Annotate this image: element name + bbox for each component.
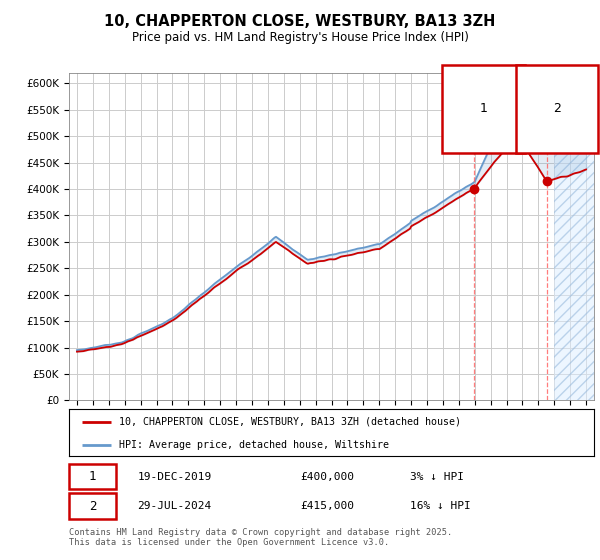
Bar bbox=[554, 73, 600, 400]
Text: 3% ↓ HPI: 3% ↓ HPI bbox=[410, 472, 464, 482]
Text: 10, CHAPPERTON CLOSE, WESTBURY, BA13 3ZH: 10, CHAPPERTON CLOSE, WESTBURY, BA13 3ZH bbox=[104, 14, 496, 29]
Text: 2: 2 bbox=[553, 102, 561, 115]
Text: 10, CHAPPERTON CLOSE, WESTBURY, BA13 3ZH (detached house): 10, CHAPPERTON CLOSE, WESTBURY, BA13 3ZH… bbox=[119, 417, 461, 427]
Text: 2: 2 bbox=[89, 500, 97, 513]
FancyBboxPatch shape bbox=[69, 464, 116, 489]
Text: 19-DEC-2019: 19-DEC-2019 bbox=[137, 472, 212, 482]
Bar bbox=[554, 73, 600, 400]
Text: Contains HM Land Registry data © Crown copyright and database right 2025.
This d: Contains HM Land Registry data © Crown c… bbox=[69, 528, 452, 547]
Text: £400,000: £400,000 bbox=[300, 472, 354, 482]
Text: HPI: Average price, detached house, Wiltshire: HPI: Average price, detached house, Wilt… bbox=[119, 440, 389, 450]
Text: £415,000: £415,000 bbox=[300, 501, 354, 511]
Text: Price paid vs. HM Land Registry's House Price Index (HPI): Price paid vs. HM Land Registry's House … bbox=[131, 31, 469, 44]
FancyBboxPatch shape bbox=[69, 493, 116, 519]
Text: 29-JUL-2024: 29-JUL-2024 bbox=[137, 501, 212, 511]
Text: 1: 1 bbox=[479, 102, 487, 115]
Text: 16% ↓ HPI: 16% ↓ HPI bbox=[410, 501, 471, 511]
Text: 1: 1 bbox=[89, 470, 97, 483]
